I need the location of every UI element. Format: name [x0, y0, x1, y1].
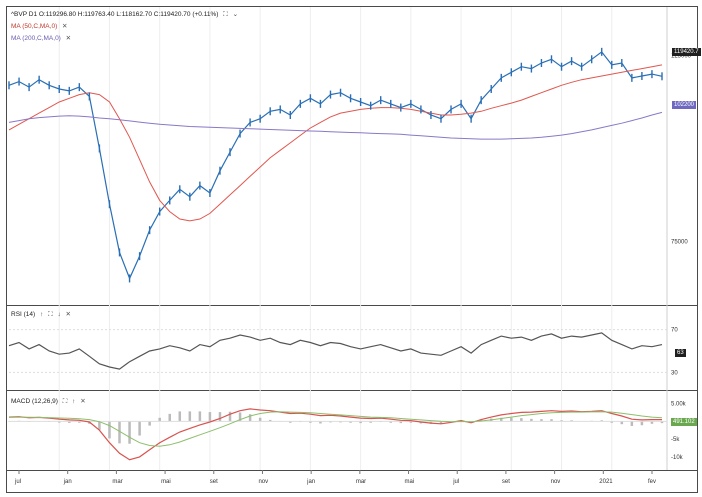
- macd-tick-label: 5.00k: [671, 402, 687, 408]
- series-line--bvp: [8, 51, 663, 280]
- ma200-label: MA (200,C,MA,0): [11, 35, 61, 42]
- series-line-rsi: [8, 332, 663, 370]
- series-line-ma--50-c-ma-0-: [8, 64, 663, 222]
- ma200-price-tag: 102200: [672, 101, 697, 109]
- macd-label: MACD (12,26,9): [11, 398, 58, 405]
- rsi-label: RSI (14): [11, 311, 36, 318]
- x-tick-label: nov: [258, 479, 268, 485]
- price-chart: 125000 75000: [8, 7, 692, 305]
- series-line-ma--200-c-ma-0-: [8, 111, 663, 140]
- x-tick-label: jan: [306, 479, 315, 485]
- arrow-up-icon[interactable]: ↑: [72, 398, 76, 405]
- expand-icon[interactable]: ⛶: [48, 311, 53, 318]
- rsi-tick-label: 30: [671, 370, 678, 376]
- macd-tick-label: -5k: [671, 437, 680, 443]
- rsi-value-tag: 63: [675, 349, 686, 357]
- x-tick-label: mar: [112, 479, 122, 485]
- macd-value-tag: 491.102: [671, 418, 697, 426]
- x-tick-label: mar: [356, 479, 366, 485]
- price-legend: ^BVP D1 O:119296.80 H:119763.40 L:118162…: [11, 10, 238, 19]
- rsi-chart: 70 30: [8, 305, 678, 390]
- price-tick-label: 75000: [671, 239, 688, 245]
- x-tick-label: 2021: [599, 479, 613, 485]
- arrow-up-icon[interactable]: ↑: [40, 311, 44, 318]
- x-tick-label: fev: [648, 479, 656, 485]
- series-line-signal: [8, 411, 663, 447]
- ma50-legend: MA (50,C,MA,0) ✕: [11, 22, 68, 30]
- expand-icon[interactable]: ⛶: [223, 11, 228, 18]
- x-tick-label: jan: [63, 479, 72, 485]
- close-icon[interactable]: ✕: [65, 35, 72, 42]
- x-tick-label: mai: [405, 479, 415, 485]
- collapse-icon[interactable]: ⌄: [232, 11, 239, 18]
- close-icon[interactable]: ✕: [80, 398, 86, 405]
- ma200-legend: MA (200,C,MA,0) ✕: [11, 34, 71, 42]
- x-axis: jul jan mar mai set nov jan mar mai jul set nov 2021…: [14, 470, 656, 485]
- rsi-legend: RSI (14) ↑ ⛶ ↓ ✕: [11, 310, 71, 319]
- macd-chart: 5.00k0k-5k-10k: [7, 390, 687, 470]
- ma50-label: MA (50,C,MA,0): [11, 23, 58, 30]
- price-title: ^BVP D1 O:119296.80 H:119763.40 L:118162…: [11, 11, 219, 18]
- price-pane: 125000 75000 ^BVP D1 O:119296.80 H:119763…: [7, 7, 701, 306]
- macd-legend: MACD (12,26,9) ⛶ ↑ ✕: [11, 397, 86, 406]
- x-tick-label: jul: [14, 479, 21, 485]
- x-tick-label: nov: [551, 479, 561, 485]
- x-tick-label: set: [210, 479, 218, 485]
- x-tick-label: set: [502, 479, 510, 485]
- rsi-pane: 70 30 RSI (14) ↑ ⛶ ↓ ✕ 63: [7, 305, 697, 391]
- x-tick-label: mai: [161, 479, 171, 485]
- arrow-down-icon[interactable]: ↓: [57, 311, 61, 318]
- macd-tick-label: -10k: [671, 455, 684, 461]
- rsi-tick-label: 70: [671, 328, 678, 334]
- expand-icon[interactable]: ⛶: [62, 398, 68, 405]
- close-icon[interactable]: ✕: [62, 23, 68, 30]
- close-icon[interactable]: ✕: [65, 311, 71, 318]
- x-tick-label: jul: [452, 479, 459, 485]
- macd-pane: 5.00k0k-5k-10k MACD (12,26,9) ⛶ ↑ ✕ 491.…: [7, 390, 697, 471]
- chart-frame: 125000 75000 ^BVP D1 O:119296.80 H:119763…: [6, 6, 701, 493]
- last-price-tag: 119420.7: [672, 48, 701, 56]
- price-tick-label: 125000: [671, 54, 692, 60]
- series-line-macd: [8, 408, 662, 461]
